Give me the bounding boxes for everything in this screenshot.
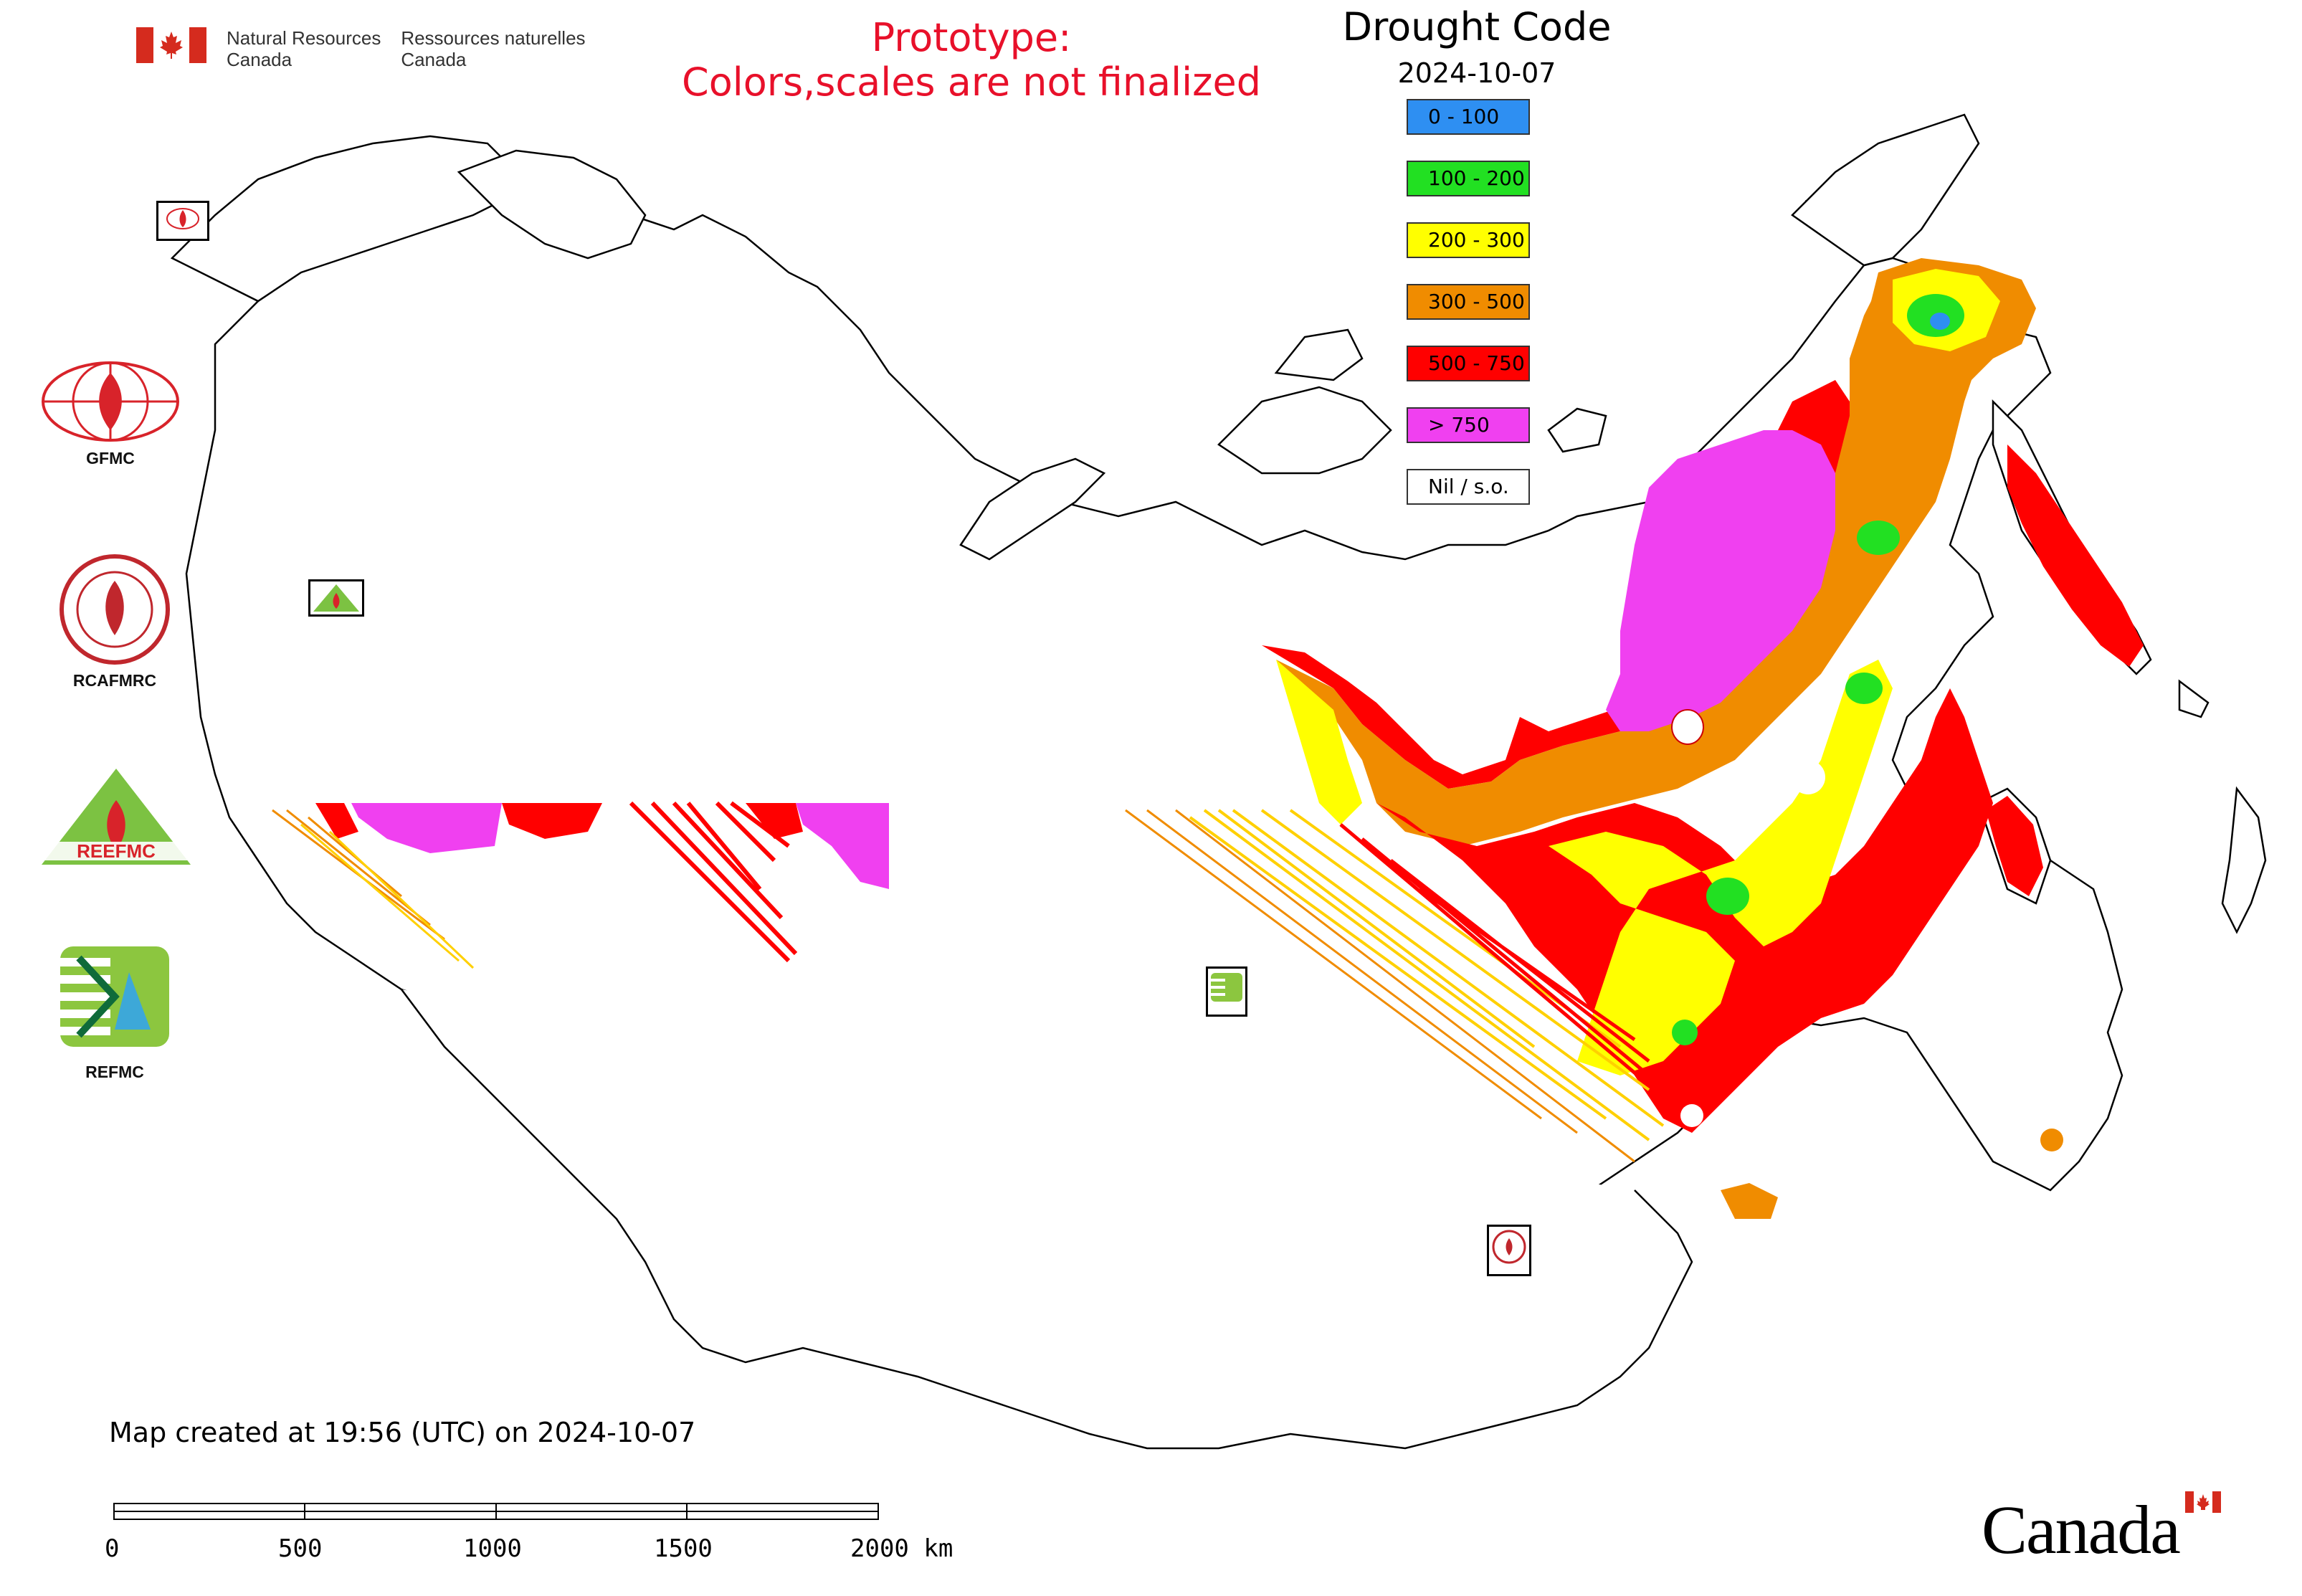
reefmc-emblem-icon: REEFMC <box>42 769 191 865</box>
kola-outline <box>457 149 647 260</box>
streak-magenta-west <box>351 803 502 853</box>
region-sakhalin-500-750 <box>1986 796 2043 896</box>
scale-bar <box>113 1503 879 1520</box>
rcafmrc-logo: RCAFMRC <box>50 552 179 690</box>
refmc-label: REFMC <box>85 1063 144 1081</box>
streak-red-center-3 <box>1339 823 1665 1098</box>
scale-tick-1500: 1500 <box>654 1534 713 1563</box>
drought-raster <box>272 258 2144 1219</box>
kuril-islands-outline <box>2178 679 2210 718</box>
novaya-zemlya-outline <box>959 457 1106 561</box>
legend-date: 2024-10-07 <box>1397 57 1556 89</box>
region-300-500-island <box>1721 1183 1778 1219</box>
department-name-fr: Ressources naturelles Canada <box>401 27 586 70</box>
streak-yellow-center <box>1189 809 1665 1141</box>
spot-0-100-north <box>1930 313 1950 330</box>
gfmc-emblem-icon <box>42 361 179 442</box>
rcafmrc-marker-icon <box>1492 1230 1526 1264</box>
nrcan-header: Natural Resources Canada Ressources natu… <box>136 27 586 70</box>
refmc-map-marker <box>1206 966 1247 1017</box>
canada-wordmark: Canada <box>1982 1490 2221 1569</box>
spot-nil-4 <box>1680 1104 1703 1127</box>
refmc-emblem-icon <box>60 946 169 1047</box>
scale-tick-0: 0 <box>105 1534 120 1563</box>
refmc-logo: REFMC <box>57 944 172 1082</box>
southern-countries-outline <box>401 989 1693 1450</box>
refmc-marker-icon <box>1211 973 1242 1002</box>
region-200-300-south <box>1549 660 1893 1075</box>
region-greater-750 <box>1606 430 1835 731</box>
spot-nil-2 <box>1791 760 1825 794</box>
streak-magenta-center <box>796 803 889 889</box>
gfmc-logo: GFMC <box>39 358 182 468</box>
prototype-notice: Prototype: Colors,scales are not finaliz… <box>682 15 1261 105</box>
legend-item: > 750 <box>1407 407 1530 443</box>
spot-100-200-south <box>1706 878 1749 915</box>
reefmc-map-marker <box>308 579 364 617</box>
streak-yellow-wedge <box>1276 660 1362 825</box>
spot-nil-1 <box>1671 709 1704 745</box>
legend-item: Nil / s.o. <box>1407 469 1530 505</box>
reefmc-logo: REEFMC <box>37 764 195 876</box>
streak-red-west-2 <box>315 803 358 839</box>
scale-tick-500: 500 <box>278 1534 323 1563</box>
rcafmrc-emblem-icon <box>60 554 170 665</box>
streak-red-center-2 <box>746 803 803 839</box>
chukotka-outline <box>1791 113 1980 267</box>
scale-tick-2000: 2000 km <box>850 1534 953 1563</box>
new-siberian-islands-outline <box>1547 407 1607 453</box>
rcafmrc-label: RCAFMRC <box>72 671 157 690</box>
scale-tick-1000: 1000 <box>463 1534 522 1563</box>
reefmc-marker-icon <box>313 584 359 612</box>
map-created-note: Map created at 19:56 (UTC) on 2024-10-07 <box>109 1417 696 1448</box>
gfmc-map-marker <box>156 201 209 241</box>
rcafmrc-map-marker <box>1487 1225 1531 1276</box>
region-500-750-south <box>1348 688 1993 1133</box>
legend-item: 200 - 300 <box>1407 222 1530 258</box>
japan-outline <box>2221 786 2267 934</box>
streak-red-west <box>502 803 602 839</box>
wordmark-flag-icon <box>2185 1491 2221 1513</box>
reefmc-emblem-text: REEFMC <box>77 840 156 862</box>
department-name-en: Natural Resources Canada <box>227 27 381 70</box>
streak-red-center <box>629 801 798 963</box>
severnaya-zemlya-outline <box>1274 328 1364 381</box>
streak-orange-center <box>1125 809 1635 1163</box>
streak-yellow-west <box>300 823 475 969</box>
spot-100-200-mid <box>1857 521 1900 555</box>
legend-item: 300 - 500 <box>1407 284 1530 320</box>
canada-flag-icon <box>136 27 206 63</box>
gfmc-label: GFMC <box>86 449 135 467</box>
gfmc-marker-icon <box>166 208 199 229</box>
legend-title: Drought Code <box>1342 4 1612 49</box>
spot-nil-3 <box>1918 951 1939 971</box>
region-kamchatka-500-750 <box>2007 445 2144 667</box>
spot-300-500-south <box>2040 1129 2063 1151</box>
spot-100-200-southwest <box>1672 1020 1698 1045</box>
taymyr-outline <box>1217 386 1392 475</box>
legend-item: 100 - 200 <box>1407 161 1530 196</box>
legend-item: 0 - 100 <box>1407 99 1530 135</box>
legend-item: 500 - 750 <box>1407 346 1530 381</box>
spot-100-200-east <box>1845 673 1883 704</box>
